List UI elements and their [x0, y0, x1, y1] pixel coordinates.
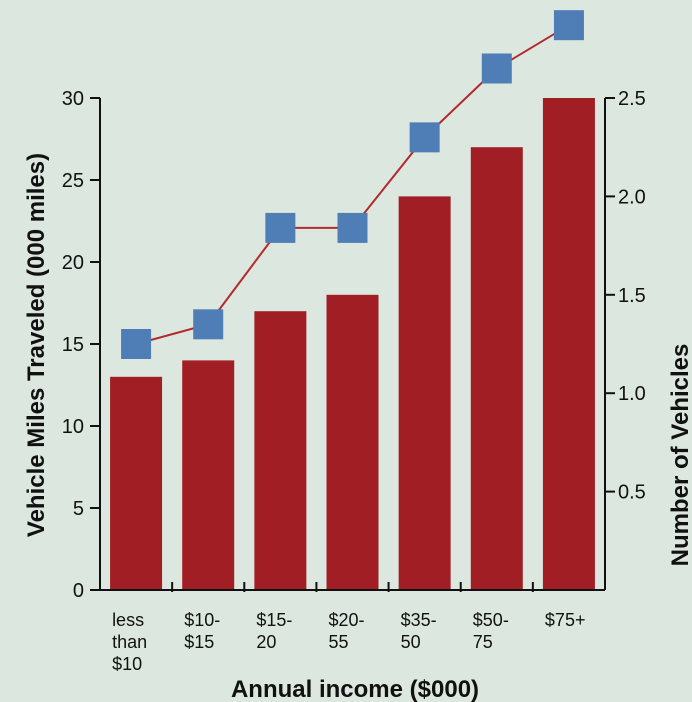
vehicles-marker-6	[553, 10, 584, 41]
vehicles-marker-2	[265, 212, 296, 243]
x-axis-title: Annual income ($000)	[231, 676, 479, 702]
vehicles-marker-4	[409, 122, 440, 153]
y-tick-label-2: 10	[62, 416, 84, 438]
category-label-line: $15	[184, 632, 214, 652]
category-label-line: $50-	[473, 610, 509, 630]
bar-0	[110, 376, 163, 590]
y-tick-label-4: 20	[62, 252, 84, 274]
y-tick-label-5: 25	[62, 170, 84, 192]
bar-1	[182, 360, 235, 590]
vehicles-marker-5	[481, 53, 512, 84]
y2-tick-label-0: 0.5	[618, 482, 646, 504]
bar-3	[326, 294, 379, 590]
y2-tick-label-4: 2.5	[618, 88, 646, 110]
y2-tick-label-2: 1.5	[618, 285, 646, 307]
category-label-0: less than $10	[112, 610, 147, 674]
category-label-line: less	[112, 610, 144, 630]
y-tick-label-1: 5	[73, 498, 84, 520]
category-label-line: $10	[112, 654, 142, 674]
category-label-5: $50-75	[473, 610, 509, 652]
bar-2	[254, 311, 307, 590]
y-tick-label-6: 30	[62, 88, 84, 110]
category-label-3: $20-55	[329, 610, 365, 652]
vehicles-marker-3	[337, 212, 368, 243]
axes	[90, 97, 615, 592]
y-tick-label-3: 15	[62, 334, 84, 356]
category-label-line: $75+	[545, 610, 586, 630]
category-label-6: $75+	[545, 610, 586, 630]
category-label-line: $15-	[256, 610, 292, 630]
category-label-line: 75	[473, 632, 493, 652]
y-tick-label-0: 0	[73, 580, 84, 602]
category-label-line: $35-	[401, 610, 437, 630]
category-label-line: $10-	[184, 610, 220, 630]
bar-6	[542, 98, 595, 590]
category-label-2: $15-20	[256, 610, 292, 652]
category-label-4: $35-50	[401, 610, 437, 652]
bar-5	[470, 147, 523, 590]
y2-tick-label-1: 1.0	[618, 383, 646, 405]
vehicles-marker-1	[193, 309, 224, 340]
bar-group	[110, 98, 595, 590]
category-label-line: 20	[256, 632, 276, 652]
vehicles-line-series	[121, 10, 584, 359]
vehicles-marker-0	[121, 329, 152, 359]
y-axis-title: Vehicle Miles Traveled (000 miles)	[23, 153, 50, 537]
category-label-line: 50	[401, 632, 421, 652]
y2-tick-label-3: 2.0	[618, 186, 646, 208]
bar-4	[398, 196, 451, 590]
category-label-line: 55	[329, 632, 349, 652]
category-label-1: $10-$15	[184, 610, 220, 652]
category-label-line: than	[112, 632, 147, 652]
category-label-line: $20-	[329, 610, 365, 630]
y2-axis-title: Number of Vehicles	[667, 344, 692, 567]
